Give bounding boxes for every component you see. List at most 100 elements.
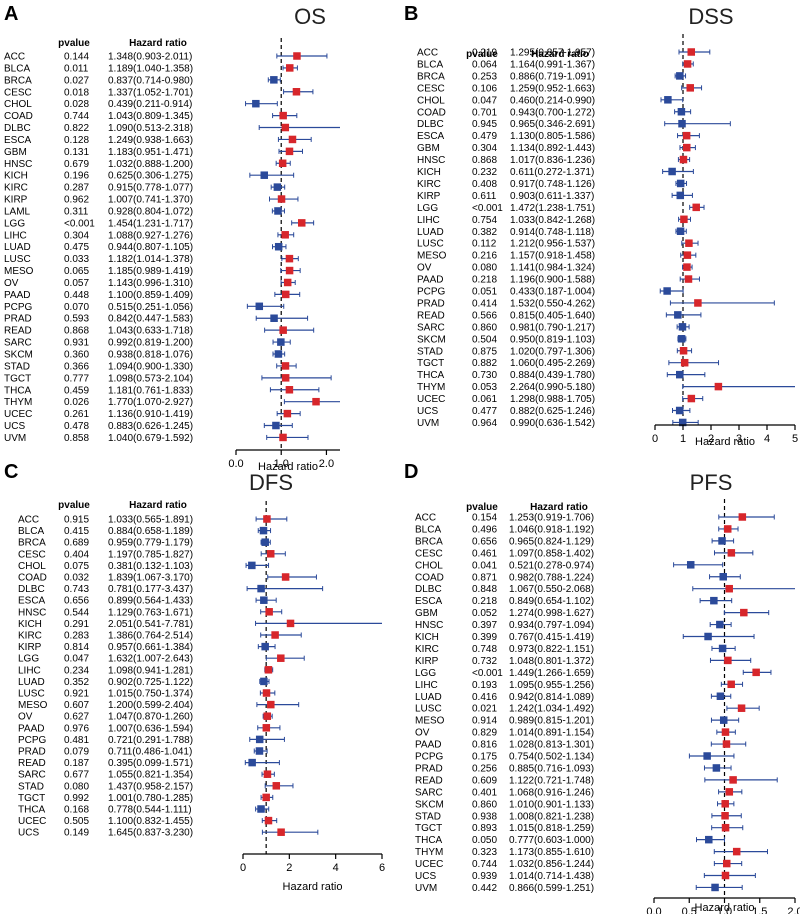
cancer-label: COAD [415, 572, 444, 583]
x-tick-label: 4 [764, 433, 770, 445]
cancer-label: ESCA [417, 131, 445, 142]
hr-marker [721, 812, 729, 820]
x-tick-label: 0.0 [228, 458, 243, 470]
hr-ci-cell: 1.164(0.991-1.367) [510, 59, 595, 70]
cancer-label: PAAD [4, 290, 31, 301]
cancer-label: LUSC [4, 254, 31, 265]
pvalue-cell: 0.893 [472, 823, 497, 834]
pvalue-cell: 0.848 [472, 584, 497, 595]
pvalue-cell: 0.128 [64, 135, 89, 146]
pvalue-cell: 0.075 [64, 561, 89, 572]
hr-ci-cell: 1.348(0.903-2.011) [108, 52, 192, 63]
pvalue-cell: 0.404 [64, 549, 89, 560]
cancer-label: PRAD [18, 747, 46, 758]
hr-ci-cell: 0.934(0.797-1.094) [509, 620, 594, 631]
cancer-label: LAML [4, 206, 31, 217]
hr-ci-cell: 1.010(0.901-1.133) [509, 799, 594, 810]
cancer-label: KICH [4, 171, 28, 182]
hr-ci-cell: 0.942(0.814-1.089) [509, 692, 594, 703]
pvalue-cell: 0.080 [472, 263, 497, 274]
pvalue-cell: 0.689 [64, 538, 89, 549]
pvalue-cell: 0.256 [472, 763, 497, 774]
hr-marker [677, 108, 686, 116]
pvalue-cell: 0.397 [472, 620, 497, 631]
cancer-label: PCPG [4, 302, 33, 313]
hr-ci-cell: 0.973(0.822-1.151) [509, 644, 594, 655]
hr-ci-cell: 1.090(0.513-2.318) [108, 123, 193, 134]
pvalue-cell: 0.154 [472, 513, 497, 524]
hr-ci-cell: 1.032(0.856-1.244) [509, 859, 594, 870]
hr-ci-cell: 1.028(0.813-1.301) [509, 740, 594, 751]
cancer-label: READ [18, 758, 46, 769]
hr-marker [265, 608, 273, 616]
cancer-label: CHOL [18, 561, 46, 572]
pvalue-cell: 0.064 [472, 59, 497, 70]
x-tick-label: 4 [333, 862, 339, 874]
hr-marker [260, 596, 268, 604]
cancer-label: PCPG [18, 735, 47, 746]
hr-marker [723, 859, 731, 868]
hr-ci-cell: 0.884(0.658-1.189) [108, 526, 193, 537]
pvalue-cell: 0.053 [472, 382, 497, 393]
cancer-label: LGG [18, 654, 39, 665]
pvalue-cell: 0.352 [64, 677, 89, 688]
hr-marker [710, 596, 718, 605]
hr-ci-cell: 0.381(0.132-1.103) [108, 561, 193, 572]
hr-ci-cell: 1.274(0.998-1.627) [509, 608, 594, 619]
hr-ci-cell: 1.181(0.761-1.833) [108, 385, 193, 396]
cancer-label: OV [415, 728, 430, 739]
hazard-ratio-header: Hazard ratio [531, 49, 589, 60]
cancer-label: READ [415, 775, 443, 786]
hr-ci-cell: 0.989(0.815-1.201) [509, 716, 594, 727]
hr-ci-cell: 1.770(1.070-2.927) [108, 397, 193, 408]
hr-ci-cell: 1.136(0.910-1.419) [108, 409, 193, 420]
pvalue-cell: 0.408 [472, 179, 497, 190]
hr-ci-cell: 1.040(0.679-1.592) [108, 433, 193, 444]
hr-marker [676, 227, 685, 235]
pvalue-cell: 0.544 [64, 607, 89, 618]
hr-ci-cell: 1.295(0.857-1.957) [510, 48, 595, 59]
hr-marker [262, 724, 271, 732]
hr-ci-cell: 1.007(0.741-1.370) [108, 195, 193, 206]
hr-ci-cell: 1.098(0.941-1.281) [108, 665, 193, 676]
hr-marker [259, 526, 268, 535]
hr-ci-cell: 1.130(0.805-1.586) [510, 131, 595, 142]
hr-marker [263, 770, 272, 778]
cancer-label: ACC [417, 48, 438, 59]
hr-ci-cell: 0.902(0.725-1.122) [108, 677, 193, 688]
hr-ci-cell: 0.849(0.654-1.102) [509, 596, 594, 607]
hr-marker [718, 537, 726, 545]
hr-marker [248, 758, 256, 767]
hr-ci-cell: 0.938(0.818-1.076) [108, 350, 193, 361]
cancer-label: UVM [415, 883, 437, 894]
pvalue-cell: 0.382 [472, 227, 497, 238]
cancer-label: CESC [417, 83, 445, 94]
hr-marker [674, 311, 682, 319]
cancer-label: STAD [18, 781, 44, 792]
x-tick-label: 2.0 [787, 906, 800, 914]
pvalue-cell: 0.050 [472, 835, 497, 846]
pvalue-cell: 0.187 [64, 758, 89, 769]
cancer-label: GBM [417, 143, 440, 154]
hr-ci-cell: 0.625(0.306-1.275) [108, 171, 193, 182]
cancer-label: LGG [4, 218, 25, 229]
hr-ci-cell: 0.944(0.807-1.105) [108, 242, 193, 253]
x-axis-label: Hazard ratio [258, 461, 318, 473]
hr-ci-cell: 1.067(0.550-2.068) [509, 584, 594, 595]
hr-marker [257, 805, 265, 813]
cancer-label: UCS [4, 421, 25, 432]
cancer-label: LGG [415, 668, 436, 679]
hr-marker [721, 823, 730, 832]
x-tick-label: 3 [736, 433, 742, 445]
cancer-label: CHOL [415, 560, 443, 571]
hr-ci-cell: 1.015(0.818-1.259) [509, 823, 594, 834]
hr-ci-cell: 1.183(0.951-1.471) [108, 147, 193, 158]
hr-ci-cell: 0.815(0.405-1.640) [510, 310, 595, 321]
pvalue-cell: 0.627 [64, 712, 89, 723]
cancer-label: LUSC [415, 704, 442, 715]
hr-marker [676, 72, 684, 80]
x-tick-label: 0.5 [682, 906, 697, 914]
cancer-label: THCA [4, 385, 32, 396]
pvalue-cell: 0.106 [472, 83, 497, 94]
hr-ci-cell: 0.950(0.819-1.103) [510, 334, 595, 345]
